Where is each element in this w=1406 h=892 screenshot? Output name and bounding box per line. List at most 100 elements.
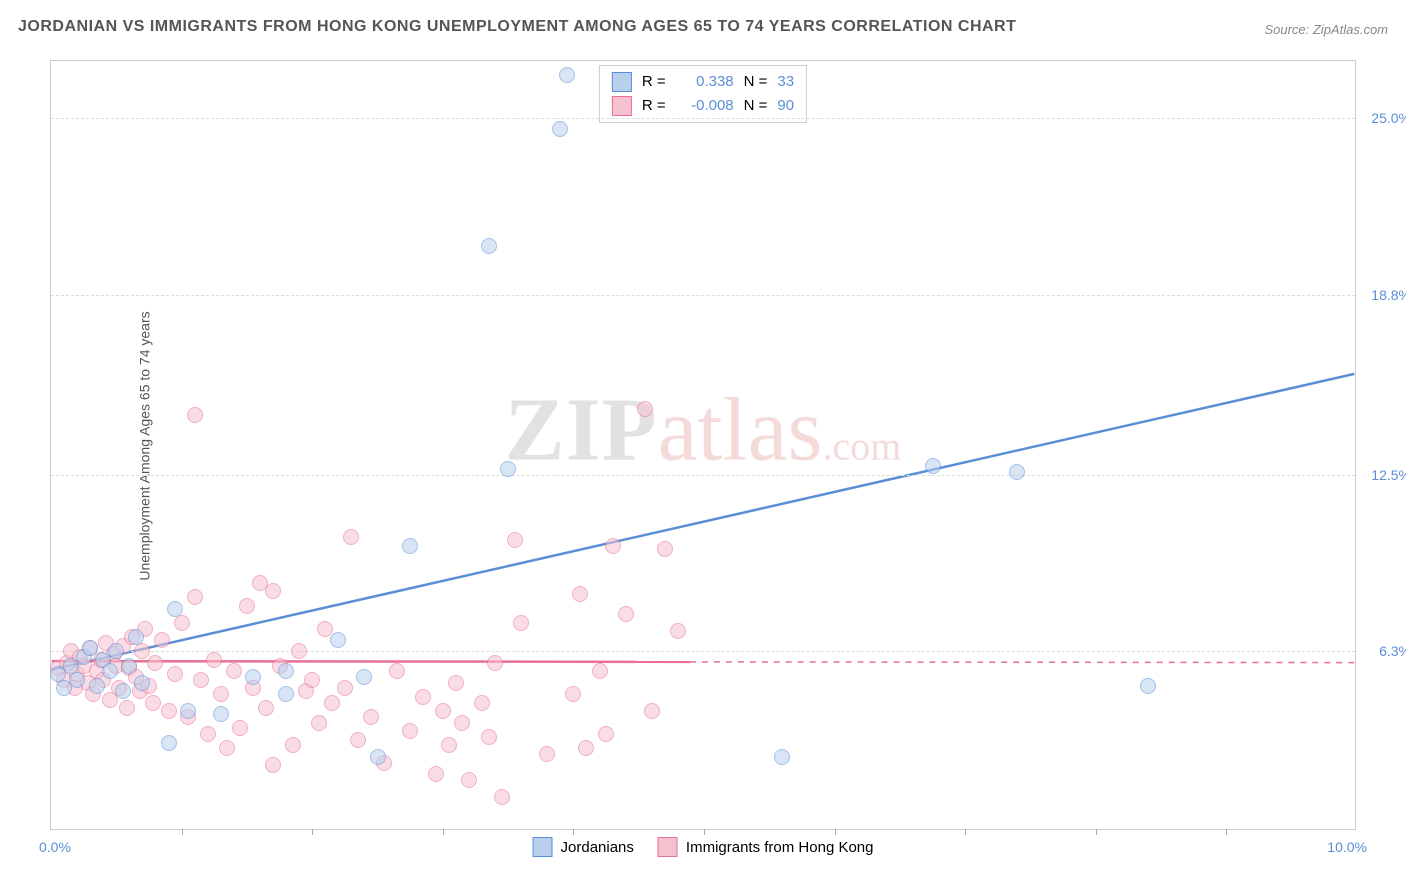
scatter-point [578,740,594,756]
scatter-point [226,663,242,679]
scatter-point [239,598,255,614]
scatter-point [474,695,490,711]
scatter-point [137,621,153,637]
n-value-jordanians: 33 [777,70,794,94]
scatter-point [245,669,261,685]
scatter-point [265,757,281,773]
scatter-point [461,772,477,788]
scatter-point [363,709,379,725]
scatter-point [206,652,222,668]
scatter-point [670,623,686,639]
scatter-point [278,663,294,679]
scatter-point [187,589,203,605]
scatter-point [98,635,114,651]
scatter-point [389,663,405,679]
scatter-point [174,615,190,631]
scatter-point [324,695,340,711]
x-tick [1096,829,1097,835]
scatter-point [115,683,131,699]
scatter-point [507,532,523,548]
n-label: N = [744,94,768,118]
scatter-point [59,655,75,671]
scatter-point [76,658,92,674]
x-tick [573,829,574,835]
scatter-point [552,121,568,137]
x-tick [443,829,444,835]
legend-label-hongkong: Immigrants from Hong Kong [686,839,874,856]
scatter-point [258,700,274,716]
scatter-point [161,735,177,751]
scatter-point [285,737,301,753]
y-gridline [51,118,1355,119]
regression-line-solid [52,661,690,662]
scatter-point [167,601,183,617]
y-gridline [51,295,1355,296]
chart-title: JORDANIAN VS IMMIGRANTS FROM HONG KONG U… [18,18,1016,36]
scatter-point [154,632,170,648]
x-axis-max-label: 10.0% [1327,839,1367,855]
scatter-point [572,586,588,602]
legend-row-hongkong: R = -0.008 N = 90 [612,94,794,118]
scatter-point [119,700,135,716]
scatter-point [85,686,101,702]
x-tick [704,829,705,835]
swatch-jordanians [612,72,632,92]
scatter-point [50,666,66,682]
scatter-point [774,749,790,765]
scatter-point [356,669,372,685]
legend-row-jordanians: R = 0.338 N = 33 [612,70,794,94]
x-tick [312,829,313,835]
scatter-point [69,666,85,682]
series-legend: Jordanians Immigrants from Hong Kong [533,837,874,857]
x-axis-min-label: 0.0% [39,839,71,855]
y-tick-label: 6.3% [1379,643,1406,659]
scatter-point [637,401,653,417]
swatch-hongkong [658,837,678,857]
x-tick [835,829,836,835]
scatter-point [304,672,320,688]
scatter-point [311,715,327,731]
scatter-point [124,629,140,645]
scatter-point [106,646,122,662]
scatter-point [592,663,608,679]
scatter-point [402,723,418,739]
scatter-point [95,652,111,668]
scatter-point [494,789,510,805]
scatter-point [180,703,196,719]
scatter-point [330,632,346,648]
scatter-point [350,732,366,748]
x-tick [1226,829,1227,835]
scatter-point [272,658,288,674]
scatter-point [435,703,451,719]
scatter-point [481,238,497,254]
legend-item-jordanians: Jordanians [533,837,634,857]
scatter-point [56,672,72,688]
source-attribution: Source: ZipAtlas.com [1264,22,1388,37]
scatter-point [415,689,431,705]
x-tick [965,829,966,835]
scatter-point [513,615,529,631]
scatter-point [89,678,105,694]
regression-line-dashed [690,662,1354,663]
y-tick-label: 12.5% [1371,467,1406,483]
scatter-point [50,660,66,676]
scatter-point [161,703,177,719]
y-gridline [51,651,1355,652]
scatter-point [180,709,196,725]
legend-item-hongkong: Immigrants from Hong Kong [658,837,874,857]
watermark-zip: ZIP [505,380,658,479]
scatter-point [95,672,111,688]
scatter-point [565,686,581,702]
swatch-jordanians [533,837,553,857]
scatter-point [111,680,127,696]
n-value-hongkong: 90 [777,94,794,118]
scatter-point [454,715,470,731]
scatter-point [93,652,109,668]
scatter-point [618,606,634,622]
scatter-point [481,729,497,745]
scatter-point [539,746,555,762]
plot-area: ZIPatlas.com R = 0.338 N = 33 R = -0.008… [50,60,1356,830]
scatter-point [89,663,105,679]
scatter-point [402,538,418,554]
scatter-point [187,407,203,423]
